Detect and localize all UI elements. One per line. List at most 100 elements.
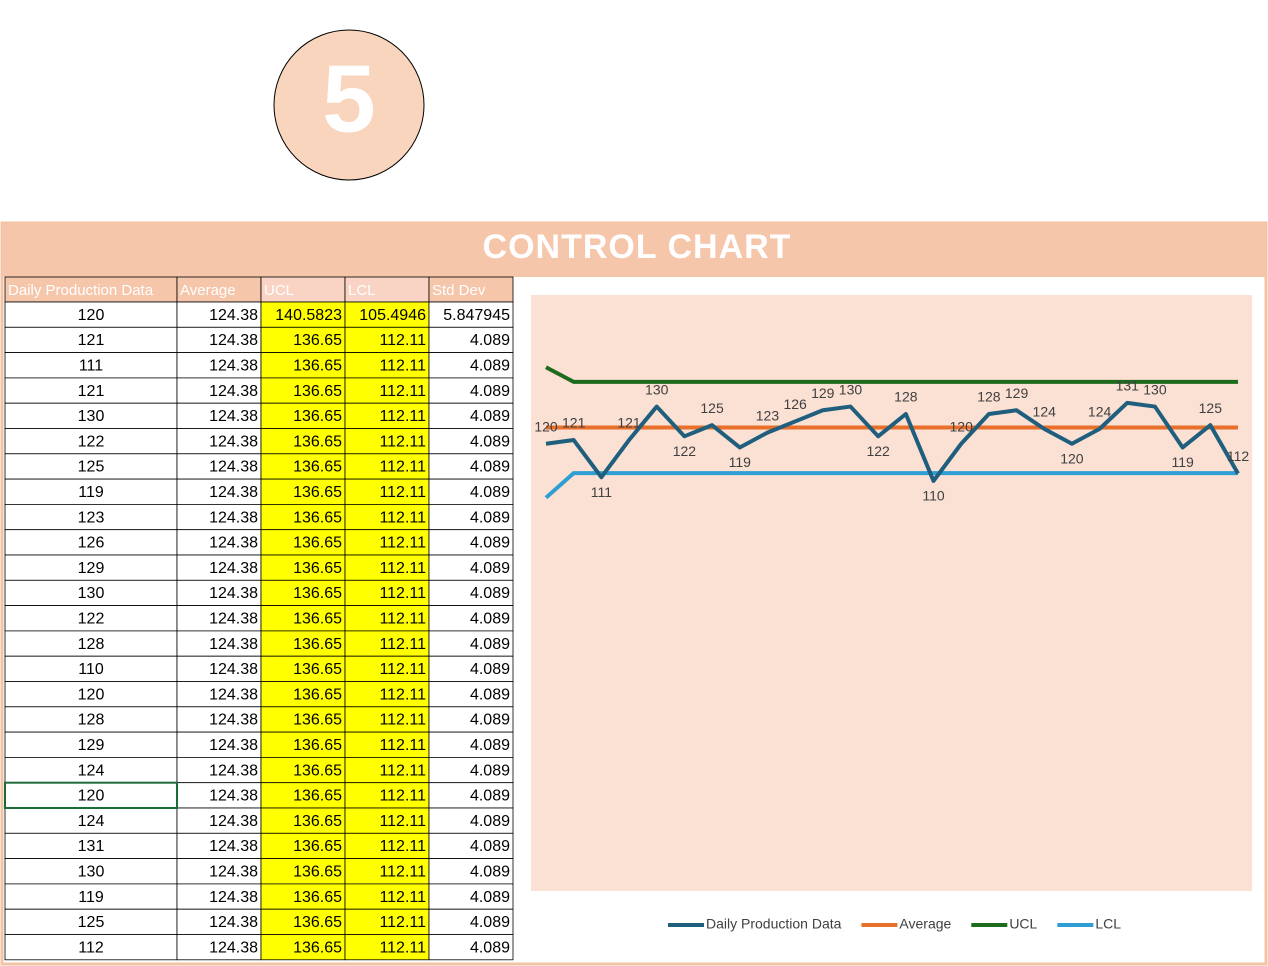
cell bbox=[344, 782, 430, 809]
badge-circle bbox=[273, 29, 425, 181]
cell-text: 136.65 bbox=[293, 459, 342, 476]
cell bbox=[176, 782, 262, 809]
cell bbox=[428, 579, 514, 606]
cell bbox=[260, 731, 346, 758]
series-line bbox=[545, 400, 1240, 483]
cell-text: 4.089 bbox=[470, 383, 510, 400]
cell-text: 4.089 bbox=[470, 484, 510, 501]
cell-text: 124.38 bbox=[209, 610, 258, 627]
cell bbox=[4, 934, 178, 961]
cell-text: 4.089 bbox=[470, 357, 510, 374]
cell bbox=[4, 706, 178, 733]
cell-text: 124.38 bbox=[209, 636, 258, 653]
cell bbox=[176, 428, 262, 455]
cell bbox=[260, 428, 346, 455]
cell bbox=[260, 832, 346, 859]
data-label: 121 bbox=[617, 415, 641, 431]
cell-text: 121 bbox=[78, 332, 105, 349]
cell bbox=[428, 782, 514, 809]
cell bbox=[428, 757, 514, 784]
cell-text: 124.38 bbox=[209, 788, 258, 805]
cell-text: 125 bbox=[78, 914, 105, 931]
cell bbox=[344, 377, 430, 404]
cell bbox=[428, 908, 514, 935]
cell bbox=[344, 934, 430, 961]
data-label: 122 bbox=[673, 443, 697, 459]
cell bbox=[344, 908, 430, 935]
cell bbox=[176, 630, 262, 657]
cell bbox=[428, 428, 514, 455]
cell bbox=[344, 757, 430, 784]
cell-text: 112.11 bbox=[379, 889, 426, 906]
cell bbox=[428, 503, 514, 531]
cell-text: 119 bbox=[78, 484, 104, 501]
cell-text: 128 bbox=[78, 712, 105, 729]
cell bbox=[428, 934, 514, 961]
cell bbox=[260, 858, 346, 885]
data-label: 112 bbox=[1227, 448, 1250, 464]
cell-text: 120 bbox=[78, 788, 105, 805]
cell bbox=[4, 832, 178, 859]
cell-text: 122 bbox=[78, 433, 105, 450]
cell-text: 112.11 bbox=[379, 838, 426, 855]
cell bbox=[176, 605, 262, 632]
data-label: 119 bbox=[1171, 454, 1194, 470]
cell-text: 4.089 bbox=[470, 838, 510, 855]
cell-text: 112.11 bbox=[379, 737, 426, 754]
cell-text: 136.65 bbox=[293, 610, 342, 627]
data-label: 124 bbox=[1088, 404, 1112, 420]
cell-text: 112.11 bbox=[379, 762, 426, 779]
cell-text: 136.65 bbox=[293, 686, 342, 703]
data-label: 129 bbox=[1005, 385, 1029, 401]
cell-text: 124.38 bbox=[209, 332, 258, 349]
cell bbox=[176, 579, 262, 606]
cell bbox=[428, 605, 514, 632]
cell bbox=[176, 402, 262, 429]
cell-text: 128 bbox=[78, 636, 105, 653]
cell-text: 136.65 bbox=[293, 762, 342, 779]
cell-text: 112.11 bbox=[379, 585, 426, 602]
cell-text: 119 bbox=[78, 889, 104, 906]
cell-text: 112.11 bbox=[379, 939, 426, 956]
cell-text: 124 bbox=[78, 762, 105, 779]
cell-text: 124.38 bbox=[209, 762, 258, 779]
cell-text: 136.65 bbox=[293, 484, 342, 501]
cell-text: 122 bbox=[78, 610, 105, 627]
plot-area bbox=[531, 295, 1252, 891]
cell-text: 136.65 bbox=[293, 535, 342, 552]
cell-text: 124.38 bbox=[209, 889, 258, 906]
cell-text: 131 bbox=[78, 838, 105, 855]
cell-text: 112.11 bbox=[379, 863, 426, 880]
cell-text: 112.11 bbox=[379, 535, 426, 552]
cell bbox=[428, 681, 514, 708]
cell-text: 112.11 bbox=[379, 560, 426, 577]
cell-text: 111 bbox=[79, 357, 103, 374]
series-line bbox=[545, 365, 1238, 384]
cell-text: 136.65 bbox=[293, 788, 342, 805]
cell-text: 136.65 bbox=[293, 332, 342, 349]
cell bbox=[176, 731, 262, 758]
cell bbox=[428, 529, 514, 556]
cell-text: 112.11 bbox=[379, 636, 426, 653]
cell bbox=[344, 858, 430, 885]
header-text: Daily Production Data bbox=[8, 282, 154, 299]
series-line bbox=[544, 471, 1238, 500]
cell bbox=[4, 757, 178, 784]
data-label: 123 bbox=[756, 407, 780, 423]
data-label: 130 bbox=[839, 381, 863, 397]
cell bbox=[260, 630, 346, 657]
cell-text: 4.089 bbox=[470, 585, 510, 602]
cell bbox=[4, 883, 178, 910]
cell-text: 124.38 bbox=[209, 535, 258, 552]
cell bbox=[344, 326, 430, 353]
data-label: 121 bbox=[562, 415, 586, 431]
header-text: Average bbox=[180, 282, 236, 299]
cell bbox=[176, 757, 262, 784]
cell-text: 4.089 bbox=[470, 788, 510, 805]
cell-text: 124 bbox=[78, 813, 105, 830]
data-label: 125 bbox=[700, 400, 724, 416]
cell-text: 124.38 bbox=[209, 686, 258, 703]
cell bbox=[344, 478, 430, 505]
data-label: 111 bbox=[591, 484, 612, 500]
